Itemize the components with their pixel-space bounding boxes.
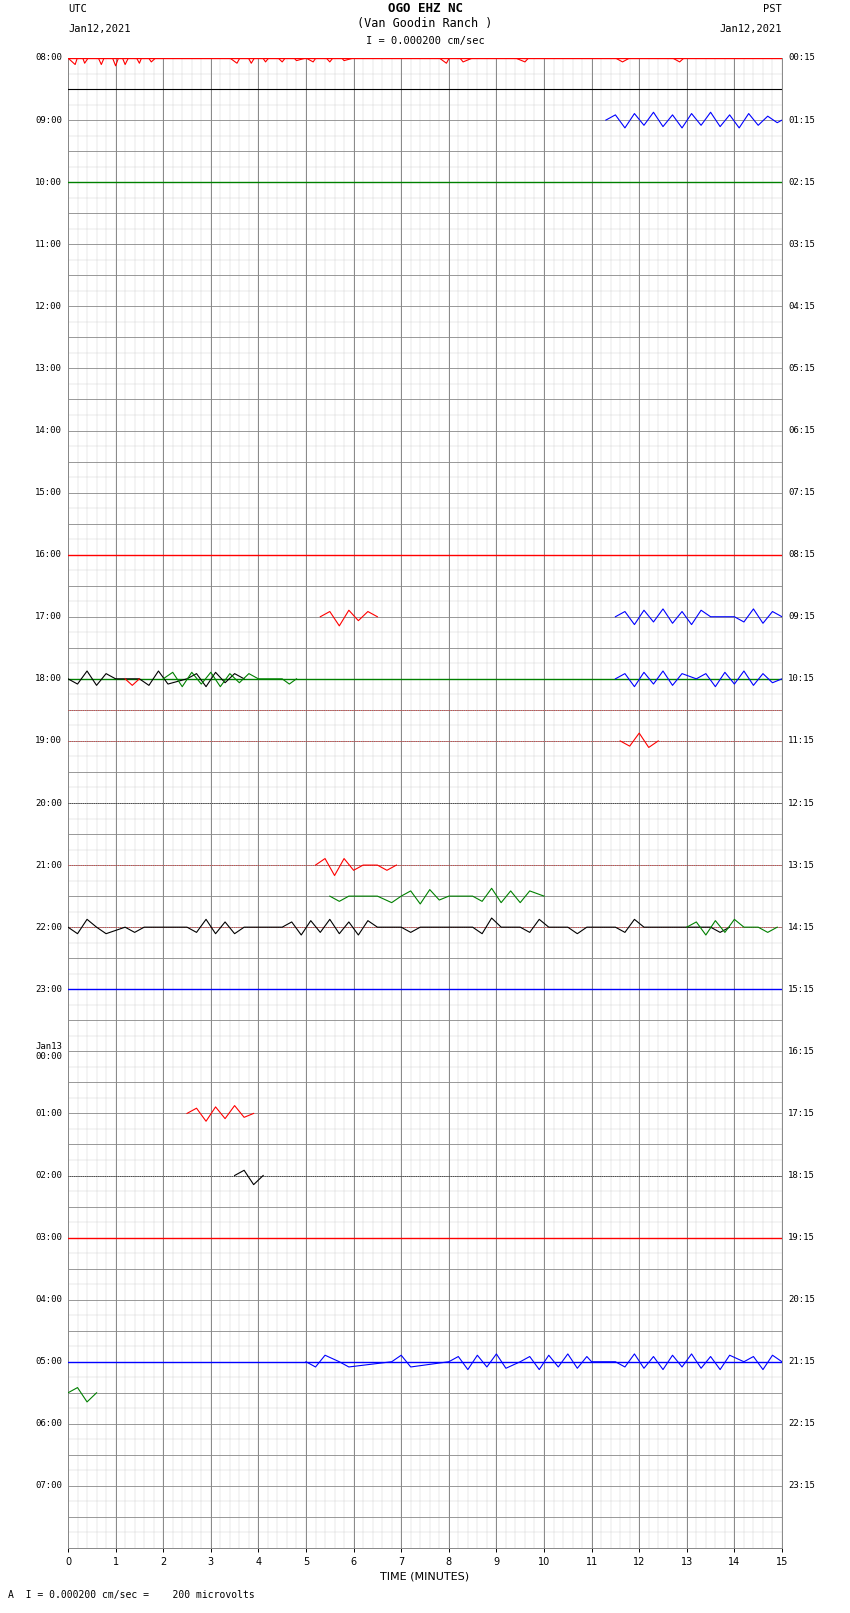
Text: 11:15: 11:15 bbox=[788, 737, 815, 745]
Text: 11:00: 11:00 bbox=[35, 240, 62, 248]
Text: 21:00: 21:00 bbox=[35, 861, 62, 869]
Text: 03:15: 03:15 bbox=[788, 240, 815, 248]
Text: 19:00: 19:00 bbox=[35, 737, 62, 745]
Text: 16:15: 16:15 bbox=[788, 1047, 815, 1057]
Text: 15:00: 15:00 bbox=[35, 489, 62, 497]
Text: A  I = 0.000200 cm/sec =    200 microvolts: A I = 0.000200 cm/sec = 200 microvolts bbox=[8, 1590, 255, 1600]
Text: Jan12,2021: Jan12,2021 bbox=[719, 24, 782, 34]
Text: 09:00: 09:00 bbox=[35, 116, 62, 124]
Text: 10:15: 10:15 bbox=[788, 674, 815, 684]
Text: 14:15: 14:15 bbox=[788, 923, 815, 932]
Text: 06:15: 06:15 bbox=[788, 426, 815, 436]
Text: 01:15: 01:15 bbox=[788, 116, 815, 124]
Text: 19:15: 19:15 bbox=[788, 1232, 815, 1242]
Text: 10:00: 10:00 bbox=[35, 177, 62, 187]
Text: 23:15: 23:15 bbox=[788, 1481, 815, 1490]
Text: 07:00: 07:00 bbox=[35, 1481, 62, 1490]
Text: 05:15: 05:15 bbox=[788, 365, 815, 373]
Text: 21:15: 21:15 bbox=[788, 1357, 815, 1366]
Text: 04:15: 04:15 bbox=[788, 302, 815, 311]
Text: OGO EHZ NC: OGO EHZ NC bbox=[388, 2, 462, 15]
X-axis label: TIME (MINUTES): TIME (MINUTES) bbox=[381, 1571, 469, 1581]
Text: 17:00: 17:00 bbox=[35, 613, 62, 621]
Text: 02:15: 02:15 bbox=[788, 177, 815, 187]
Text: UTC: UTC bbox=[68, 5, 87, 15]
Text: Jan13
00:00: Jan13 00:00 bbox=[35, 1042, 62, 1061]
Text: 20:00: 20:00 bbox=[35, 798, 62, 808]
Text: 18:00: 18:00 bbox=[35, 674, 62, 684]
Text: 15:15: 15:15 bbox=[788, 986, 815, 994]
Text: 06:00: 06:00 bbox=[35, 1419, 62, 1429]
Text: 04:00: 04:00 bbox=[35, 1295, 62, 1305]
Text: 14:00: 14:00 bbox=[35, 426, 62, 436]
Text: 18:15: 18:15 bbox=[788, 1171, 815, 1181]
Text: 02:00: 02:00 bbox=[35, 1171, 62, 1181]
Text: 13:00: 13:00 bbox=[35, 365, 62, 373]
Text: 12:15: 12:15 bbox=[788, 798, 815, 808]
Text: 01:00: 01:00 bbox=[35, 1108, 62, 1118]
Text: Jan12,2021: Jan12,2021 bbox=[68, 24, 131, 34]
Text: 05:00: 05:00 bbox=[35, 1357, 62, 1366]
Text: 17:15: 17:15 bbox=[788, 1108, 815, 1118]
Text: 12:00: 12:00 bbox=[35, 302, 62, 311]
Text: 09:15: 09:15 bbox=[788, 613, 815, 621]
Text: 20:15: 20:15 bbox=[788, 1295, 815, 1305]
Text: 16:00: 16:00 bbox=[35, 550, 62, 560]
Text: 03:00: 03:00 bbox=[35, 1232, 62, 1242]
Text: 23:00: 23:00 bbox=[35, 986, 62, 994]
Text: 07:15: 07:15 bbox=[788, 489, 815, 497]
Text: (Van Goodin Ranch ): (Van Goodin Ranch ) bbox=[357, 18, 493, 31]
Text: 08:15: 08:15 bbox=[788, 550, 815, 560]
Text: 22:15: 22:15 bbox=[788, 1419, 815, 1429]
Text: 08:00: 08:00 bbox=[35, 53, 62, 63]
Text: 13:15: 13:15 bbox=[788, 861, 815, 869]
Text: 00:15: 00:15 bbox=[788, 53, 815, 63]
Text: I = 0.000200 cm/sec: I = 0.000200 cm/sec bbox=[366, 37, 484, 47]
Text: PST: PST bbox=[763, 5, 782, 15]
Text: 22:00: 22:00 bbox=[35, 923, 62, 932]
